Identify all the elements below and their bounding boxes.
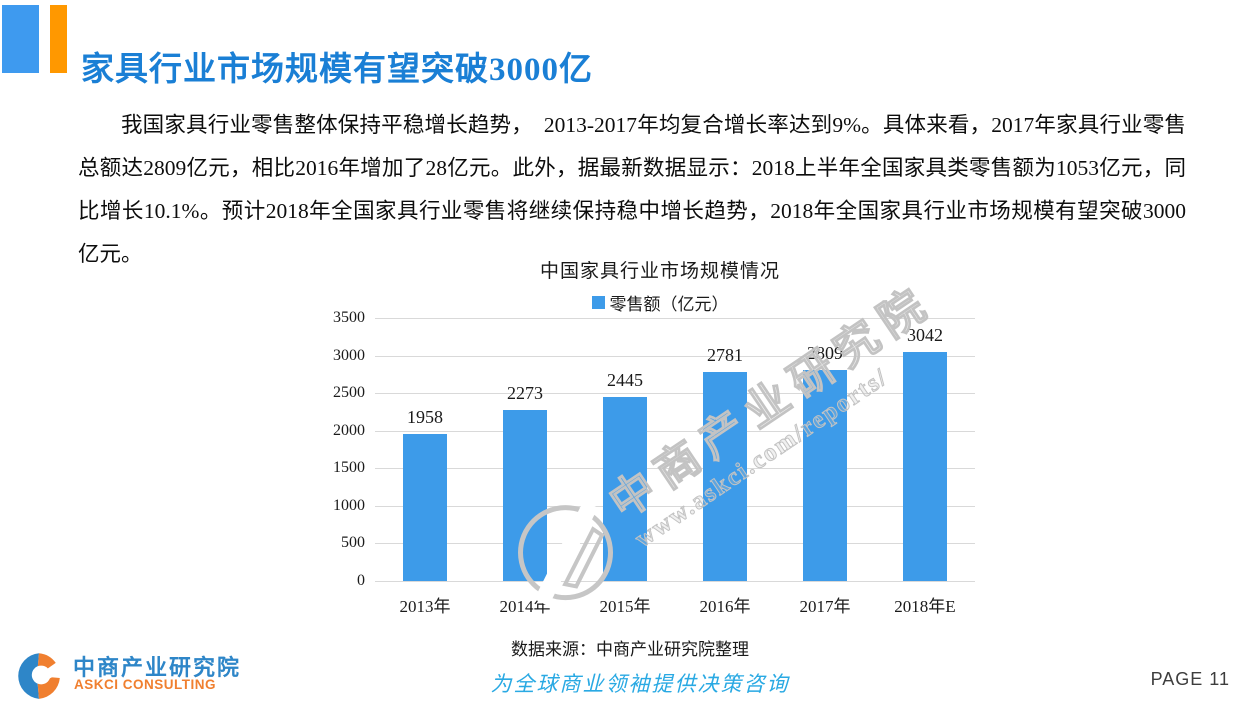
x-tick-label: 2014年 (499, 597, 551, 616)
y-tick-label: 2500 (333, 384, 365, 402)
x-tick-label: 2016年 (699, 597, 751, 616)
gridline (375, 505, 975, 507)
gridline (375, 393, 975, 395)
bar (703, 372, 747, 581)
y-tick-label: 3500 (333, 309, 365, 326)
data-source: 数据来源：中商产业研究院整理 (511, 640, 749, 659)
y-tick-label: 1500 (333, 459, 365, 477)
bar (803, 369, 847, 581)
header-accent-bar (50, 5, 67, 73)
gridline (375, 543, 975, 545)
gridline (375, 581, 975, 582)
bar-value-label: 2809 (807, 342, 843, 363)
y-tick-label: 0 (357, 572, 365, 589)
gridline (375, 355, 975, 357)
x-tick-label: 2018年E (894, 597, 956, 616)
chart-legend: 零售额（亿元） (330, 290, 990, 315)
plot-area: 0 500 1000 1500 2000 2500 3000 3500 1958 2013年 227… (333, 309, 975, 616)
gridline (375, 468, 975, 470)
footer-tagline: 为全球商业领袖提供决策咨询 (490, 672, 790, 696)
bar-value-label: 2445 (607, 370, 643, 391)
x-tick-label: 2017年 (799, 597, 851, 616)
page-number: PAGE 11 (1150, 669, 1230, 689)
legend-label: 零售额（亿元） (609, 295, 729, 314)
bar (403, 433, 447, 581)
body-paragraph: 我国家具行业零售整体保持平稳增长趋势， 2013-2017年均复合增长率达到9%… (78, 112, 1186, 266)
bar (503, 410, 547, 581)
bar-value-label: 2781 (707, 345, 743, 366)
legend-swatch-icon (591, 296, 605, 309)
footer-logo-text-cn: 中商产业研究院 (73, 655, 242, 680)
y-tick-label: 1000 (333, 496, 365, 514)
bar-chart: 中国家具行业市场规模情况 零售额（亿元） 0 500 1000 1500 2000 250… (330, 256, 990, 660)
header-accent-square (2, 5, 39, 73)
bar-value-label: 1958 (407, 406, 443, 427)
footer-logo-text-en: ASKCI CONSULTING (74, 677, 216, 692)
gridline (375, 430, 975, 432)
bar (903, 352, 947, 581)
y-tick-label: 3000 (333, 346, 365, 364)
bar-value-label: 2273 (507, 383, 543, 404)
page-title: 家具行业市场规模有望突破3000亿 (81, 52, 593, 89)
bar-value-label: 3042 (907, 325, 943, 346)
chart-title: 中国家具行业市场规模情况 (539, 261, 780, 282)
askci-logo-icon (18, 653, 60, 699)
x-tick-label: 2015年 (599, 597, 651, 616)
x-tick-label: 2013年 (399, 597, 451, 616)
y-tick-label: 2000 (333, 421, 365, 439)
y-tick-label: 500 (341, 534, 365, 552)
gridline (375, 318, 975, 319)
bar (603, 397, 647, 581)
